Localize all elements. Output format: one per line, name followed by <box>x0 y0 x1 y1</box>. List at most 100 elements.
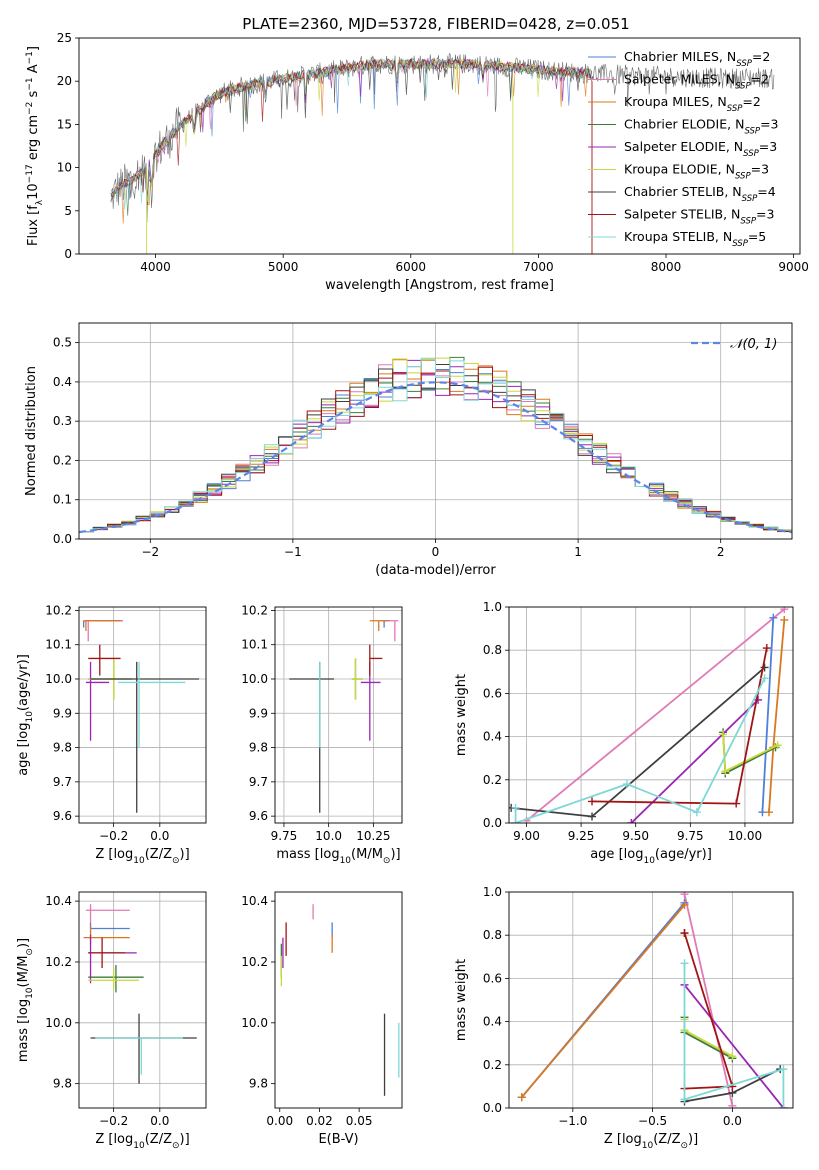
x-axis-label: (data-model)/error <box>375 563 496 578</box>
y-tick-label: 0.6 <box>483 686 502 700</box>
y-tick-label: 0.3 <box>53 414 72 428</box>
model-spectrum-chabrier-stelib <box>110 58 592 198</box>
x-tick-label: 9.50 <box>622 829 649 843</box>
y-tick-label: 5 <box>64 204 72 218</box>
weight-point-kroupa-miles <box>680 900 689 909</box>
weight-point-salpeter-elodie <box>627 819 636 823</box>
y-tick-label: 9.9 <box>249 706 268 720</box>
weight-point-salpeter-miles <box>728 1101 737 1108</box>
y-tick-label: 0.8 <box>483 928 502 942</box>
legend-label-chabrier-miles: Chabrier MILES, NSSP=2 <box>624 49 770 69</box>
x-axis-label: Z [log10(Z/Z⊙)] <box>604 1132 698 1151</box>
x-axis-label: mass [log10(M/M⊙)] <box>276 847 400 866</box>
weight-vs-age-panel: 9.00 9.25 9.50 9.75 10.00 0.0 0.2 0.4 0.6 0.8 1.0 a… <box>454 600 794 866</box>
weight-line-salpeter-miles <box>525 608 785 822</box>
model-spectrum-kroupa-miles <box>110 58 593 224</box>
model-spectrum-salpeter-stelib <box>110 57 593 205</box>
y-tick-label: 9.6 <box>53 809 72 823</box>
x-tick-label: 5000 <box>268 260 299 274</box>
weight-point-salpeter-elodie <box>754 695 763 704</box>
weight-point-kroupa-miles <box>780 615 789 624</box>
y-tick-label: 0.4 <box>483 1015 502 1029</box>
mass-vs-EBV-panel: 0.00 0.02 0.05 9.8 10.0 10.2 10.4 E(B-V) <box>241 891 403 1147</box>
x-tick-label: 0.02 <box>306 1114 333 1128</box>
weight-line-kroupa-elodie <box>722 734 779 773</box>
x-tick-label: 9000 <box>778 260 809 274</box>
axes-frame <box>78 891 207 1109</box>
model-spectrum-salpeter-elodie <box>110 57 593 200</box>
legend: Chabrier MILES, NSSP=2 Salpeter MILES, NS… <box>588 49 779 249</box>
weight-point-kroupa-miles <box>517 1093 526 1102</box>
x-tick-label: 0.00 <box>266 1114 293 1128</box>
weight-line-salpeter-miles <box>683 894 734 1106</box>
weight-line-chabrier-stelib <box>511 666 766 818</box>
plot-area <box>517 892 788 1108</box>
y-tick-label: 9.8 <box>53 741 72 755</box>
weight-point-salpeter-miles <box>780 607 789 614</box>
x-axis-label: Z [log10(Z/Z⊙)] <box>95 1132 189 1151</box>
x-tick-label: 10.00 <box>728 829 762 843</box>
weight-point-salpeter-stelib <box>588 797 597 806</box>
y-tick-label: 10.0 <box>45 672 72 686</box>
x-tick-label: 9.00 <box>513 829 540 843</box>
y-tick-label: 0.4 <box>483 730 502 744</box>
y-tick-label: 0.2 <box>483 1058 502 1072</box>
plot-area <box>82 620 200 813</box>
y-tick-label: 10.2 <box>45 955 72 969</box>
figure-title: PLATE=2360, MJD=53728, FIBERID=0428, z=0… <box>242 15 629 33</box>
legend-label-kroupa-elodie: Kroupa ELODIE, NSSP=3 <box>624 162 769 182</box>
x-tick-label: 4000 <box>140 260 171 274</box>
model-spectrum-chabrier-elodie <box>110 58 593 216</box>
y-tick-label: 0.0 <box>53 532 72 546</box>
x-tick-label: −1 <box>284 545 302 559</box>
y-tick-label: 0.8 <box>483 643 502 657</box>
axes-frame <box>78 606 207 824</box>
mass-vs-Z-panel: −0.2 0.0 9.8 10.0 10.2 10.4 Z [log10(Z/Z⊙)] mas… <box>16 891 207 1151</box>
y-axis-label: mass weight <box>454 674 469 756</box>
y-tick-label: 1.0 <box>483 885 502 899</box>
y-tick-label: 10.0 <box>45 1016 72 1030</box>
axes-frame <box>508 606 794 824</box>
weight-point-kroupa-stelib <box>680 959 689 968</box>
weight-point-chabrier-stelib <box>760 663 769 672</box>
weight-point-kroupa-stelib <box>692 808 701 817</box>
gaussian-curve <box>79 381 792 534</box>
x-axis-label: E(B-V) <box>318 1132 358 1147</box>
y-axis-label: age [log10(age/yr)] <box>16 654 35 776</box>
residuals-panel: −2 −1 0 1 2 0.0 0.1 0.2 0.3 0.4 0.5 (data-model)/er… <box>24 322 793 578</box>
weight-point-kroupa-elodie <box>719 730 728 739</box>
weight-point-kroupa-stelib <box>779 1065 788 1074</box>
y-tick-label: 0.0 <box>483 816 502 830</box>
model-spectrum-kroupa-stelib <box>110 57 593 210</box>
weight-point-kroupa-elodie <box>721 767 730 776</box>
weight-line-chabrier-miles <box>761 617 775 813</box>
legend-label-salpeter-elodie: Salpeter ELODIE, NSSP=3 <box>624 139 777 159</box>
y-tick-label: 9.7 <box>53 775 72 789</box>
weight-point-kroupa-stelib <box>760 674 769 683</box>
x-tick-label: 0.0 <box>150 829 169 843</box>
x-tick-label: 0.0 <box>150 1114 169 1128</box>
x-tick-label: 9.75 <box>677 829 704 843</box>
model-spectrum-kroupa-elodie <box>110 57 593 206</box>
y-tick-label: 0.4 <box>53 375 72 389</box>
weight-vs-Z-panel: −1.0 −0.5 0.0 0.0 0.2 0.4 0.6 0.8 1.0 Z [log10(Z/… <box>454 885 794 1151</box>
axes-frame <box>78 322 793 540</box>
axes-frame <box>274 891 403 1109</box>
x-axis-label: wavelength [Angstrom, rest frame] <box>325 278 554 293</box>
legend-label-kroupa-stelib: Kroupa STELIB, NSSP=5 <box>624 229 766 249</box>
y-tick-label: 1.0 <box>483 600 502 614</box>
y-tick-label: 10.2 <box>241 955 268 969</box>
weight-point-kroupa-stelib <box>779 1104 788 1108</box>
y-tick-label: 0 <box>64 247 72 261</box>
weight-point-chabrier-stelib <box>588 812 597 821</box>
weight-point-salpeter-miles <box>680 892 689 899</box>
x-axis-label: Z [log10(Z/Z⊙)] <box>95 847 189 866</box>
weight-point-kroupa-stelib <box>680 1095 689 1104</box>
y-tick-label: 10.2 <box>241 603 268 617</box>
plot-area <box>289 620 399 813</box>
weight-line-kroupa-elodie <box>683 1019 733 1057</box>
age-vs-Z-panel: −0.2 0.0 9.6 9.7 9.8 9.9 10.0 10.1 10.2 Z [log10(… <box>16 603 207 866</box>
y-tick-label: 0.2 <box>483 773 502 787</box>
x-tick-label: −0.2 <box>99 829 128 843</box>
